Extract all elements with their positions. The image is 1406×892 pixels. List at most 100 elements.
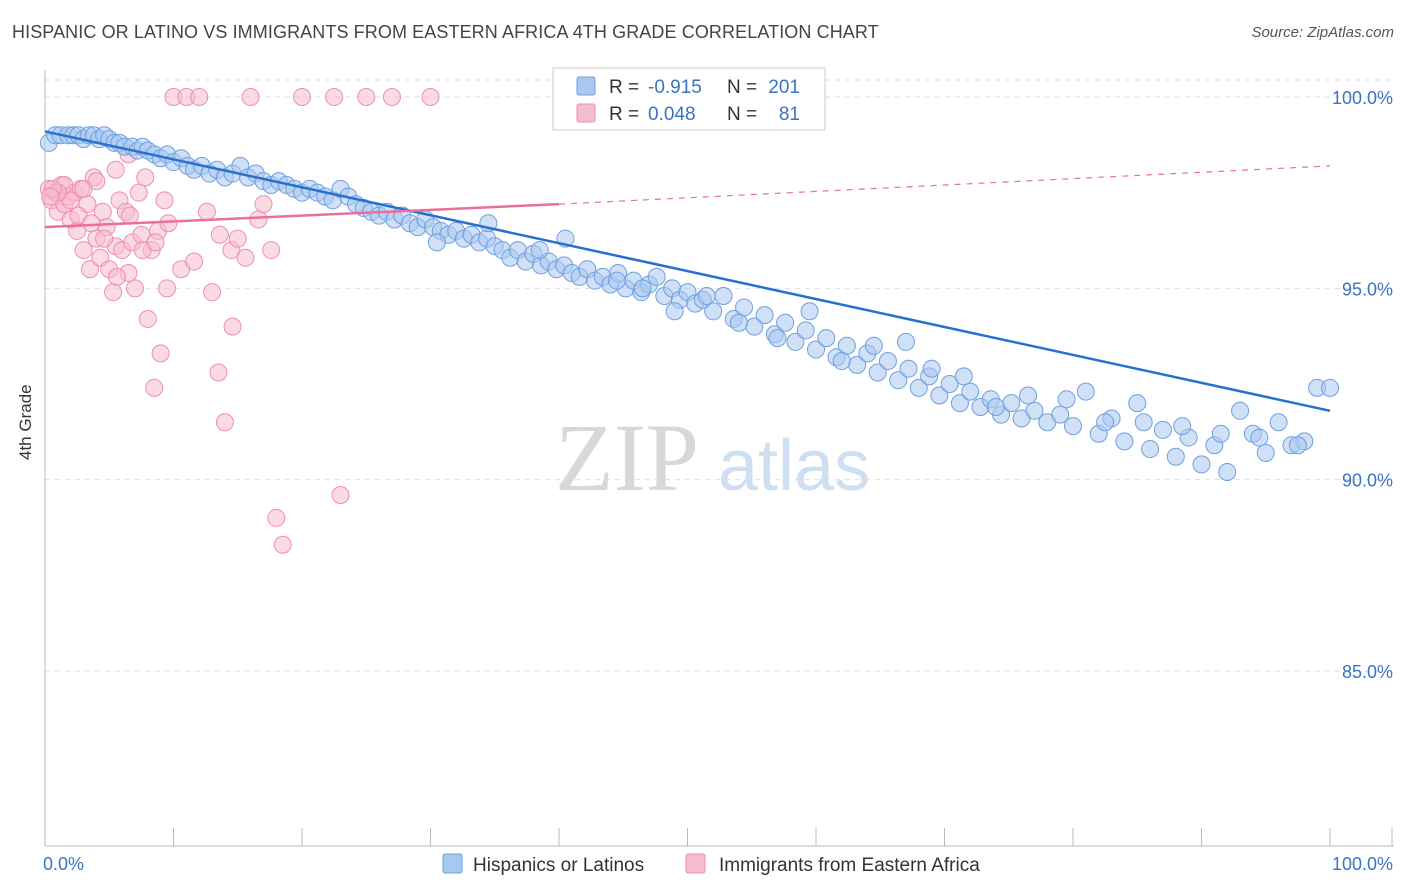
stats-legend-n-value: 201 bbox=[768, 77, 800, 98]
data-point-eastern-africa bbox=[129, 183, 148, 202]
data-point-hispanic bbox=[755, 306, 774, 325]
data-point-hispanic bbox=[896, 332, 915, 351]
data-point-eastern-africa bbox=[125, 279, 144, 298]
data-point-hispanic bbox=[940, 375, 959, 393]
data-point-hispanic bbox=[1211, 424, 1230, 443]
data-point-hispanic bbox=[1141, 440, 1160, 459]
data-point-hispanic bbox=[961, 382, 980, 401]
data-point-hispanic bbox=[1192, 455, 1211, 474]
data-point-hispanic bbox=[1002, 394, 1021, 413]
stats-legend-swatch bbox=[576, 103, 596, 123]
data-point-hispanic bbox=[800, 302, 819, 321]
data-point-hispanic bbox=[647, 267, 666, 286]
data-point-hispanic bbox=[930, 386, 949, 405]
data-point-hispanic bbox=[950, 394, 969, 413]
data-point-eastern-africa bbox=[215, 413, 234, 432]
data-point-eastern-africa bbox=[146, 233, 165, 252]
data-point-hispanic bbox=[697, 286, 716, 305]
data-point-hispanic bbox=[665, 302, 684, 321]
y-tick-label: 85.0% bbox=[1342, 662, 1393, 682]
data-point-eastern-africa bbox=[262, 241, 281, 260]
series-legend-swatch bbox=[685, 853, 706, 874]
data-point-eastern-africa bbox=[185, 252, 204, 271]
stats-legend-box bbox=[552, 67, 826, 131]
data-point-eastern-africa bbox=[254, 195, 273, 214]
data-point-hispanic bbox=[1256, 443, 1275, 462]
stats-legend-r-value: -0.915 bbox=[648, 77, 702, 98]
data-point-hispanic bbox=[1051, 405, 1070, 424]
data-point-hispanic bbox=[868, 363, 887, 382]
data-point-eastern-africa bbox=[421, 88, 440, 106]
data-point-hispanic bbox=[704, 302, 723, 321]
watermark-zip: ZIP bbox=[555, 404, 699, 511]
data-point-eastern-africa bbox=[223, 317, 242, 336]
data-point-hispanic bbox=[909, 378, 928, 397]
data-point-hispanic bbox=[878, 352, 897, 371]
stats-legend-swatch bbox=[576, 76, 596, 96]
data-point-eastern-africa bbox=[80, 260, 99, 279]
series-legend-label: Hispanics or Latinos bbox=[473, 855, 644, 876]
data-point-eastern-africa bbox=[267, 508, 286, 527]
data-point-hispanic bbox=[954, 367, 973, 386]
series-legend-swatch bbox=[442, 853, 463, 874]
data-point-eastern-africa bbox=[210, 225, 229, 244]
data-point-hispanic bbox=[1076, 382, 1095, 401]
source-label: Source: ZipAtlas.com bbox=[1251, 24, 1394, 41]
data-point-hispanic bbox=[1153, 420, 1172, 439]
stats-legend-n-label: N = bbox=[727, 77, 757, 98]
stats-legend-r-label: R = bbox=[609, 77, 639, 98]
data-point-eastern-africa bbox=[203, 283, 222, 302]
x-tick-label: 100.0% bbox=[1332, 854, 1393, 874]
stats-legend-r-label: R = bbox=[609, 104, 639, 125]
stats-legend-r-value: 0.048 bbox=[648, 104, 696, 125]
stats-legend: R = -0.915 N = 201 R = 0.048 N = 81 bbox=[552, 67, 826, 131]
data-point-hispanic bbox=[1128, 394, 1147, 413]
chart-title: HISPANIC OR LATINO VS IMMIGRANTS FROM EA… bbox=[12, 22, 879, 42]
data-point-eastern-africa bbox=[74, 179, 93, 198]
data-point-eastern-africa bbox=[82, 214, 101, 233]
tick-labels: 100.0% 95.0% 90.0% 85.0% 0.0% 100.0% bbox=[43, 88, 1393, 874]
data-point-eastern-africa bbox=[209, 363, 228, 382]
y-tick-label: 95.0% bbox=[1342, 279, 1393, 299]
data-point-eastern-africa bbox=[145, 378, 164, 397]
series-eastern-africa-points bbox=[39, 88, 440, 554]
data-point-hispanic bbox=[1064, 417, 1082, 436]
data-point-hispanic bbox=[1096, 413, 1115, 432]
data-point-hispanic bbox=[729, 313, 748, 332]
data-point-eastern-africa bbox=[293, 88, 311, 106]
data-point-hispanic bbox=[786, 332, 805, 351]
data-point-hispanic bbox=[1057, 390, 1076, 409]
data-point-hispanic bbox=[837, 336, 856, 355]
data-point-hispanic bbox=[1250, 428, 1269, 447]
x-tick-label: 0.0% bbox=[43, 854, 84, 874]
data-point-eastern-africa bbox=[382, 88, 401, 106]
data-point-eastern-africa bbox=[357, 88, 376, 106]
data-point-hispanic bbox=[1288, 436, 1307, 455]
data-point-eastern-africa bbox=[136, 168, 155, 187]
data-point-hispanic bbox=[633, 279, 652, 298]
data-point-hispanic bbox=[768, 329, 787, 348]
data-point-eastern-africa bbox=[151, 344, 170, 363]
data-point-hispanic bbox=[714, 286, 733, 305]
data-point-eastern-africa bbox=[41, 187, 60, 206]
data-point-eastern-africa bbox=[104, 283, 123, 302]
data-point-hispanic bbox=[427, 233, 446, 252]
stats-legend-n-label: N = bbox=[727, 104, 757, 125]
data-point-eastern-africa bbox=[138, 309, 157, 328]
data-point-eastern-africa bbox=[106, 160, 125, 179]
data-point-eastern-africa bbox=[197, 202, 216, 221]
data-point-hispanic bbox=[1231, 401, 1250, 420]
data-point-eastern-africa bbox=[158, 279, 177, 298]
data-point-eastern-africa bbox=[155, 191, 174, 210]
data-point-eastern-africa bbox=[228, 229, 247, 248]
data-point-eastern-africa bbox=[190, 88, 209, 106]
watermark: ZIP atlas bbox=[555, 404, 870, 511]
data-point-eastern-africa bbox=[236, 248, 255, 267]
data-point-hispanic bbox=[864, 336, 883, 355]
stats-legend-n-value: 81 bbox=[779, 104, 800, 125]
data-point-eastern-africa bbox=[273, 535, 292, 554]
data-point-hispanic bbox=[832, 352, 851, 371]
data-point-eastern-africa bbox=[120, 206, 139, 225]
data-point-eastern-africa bbox=[74, 241, 93, 260]
